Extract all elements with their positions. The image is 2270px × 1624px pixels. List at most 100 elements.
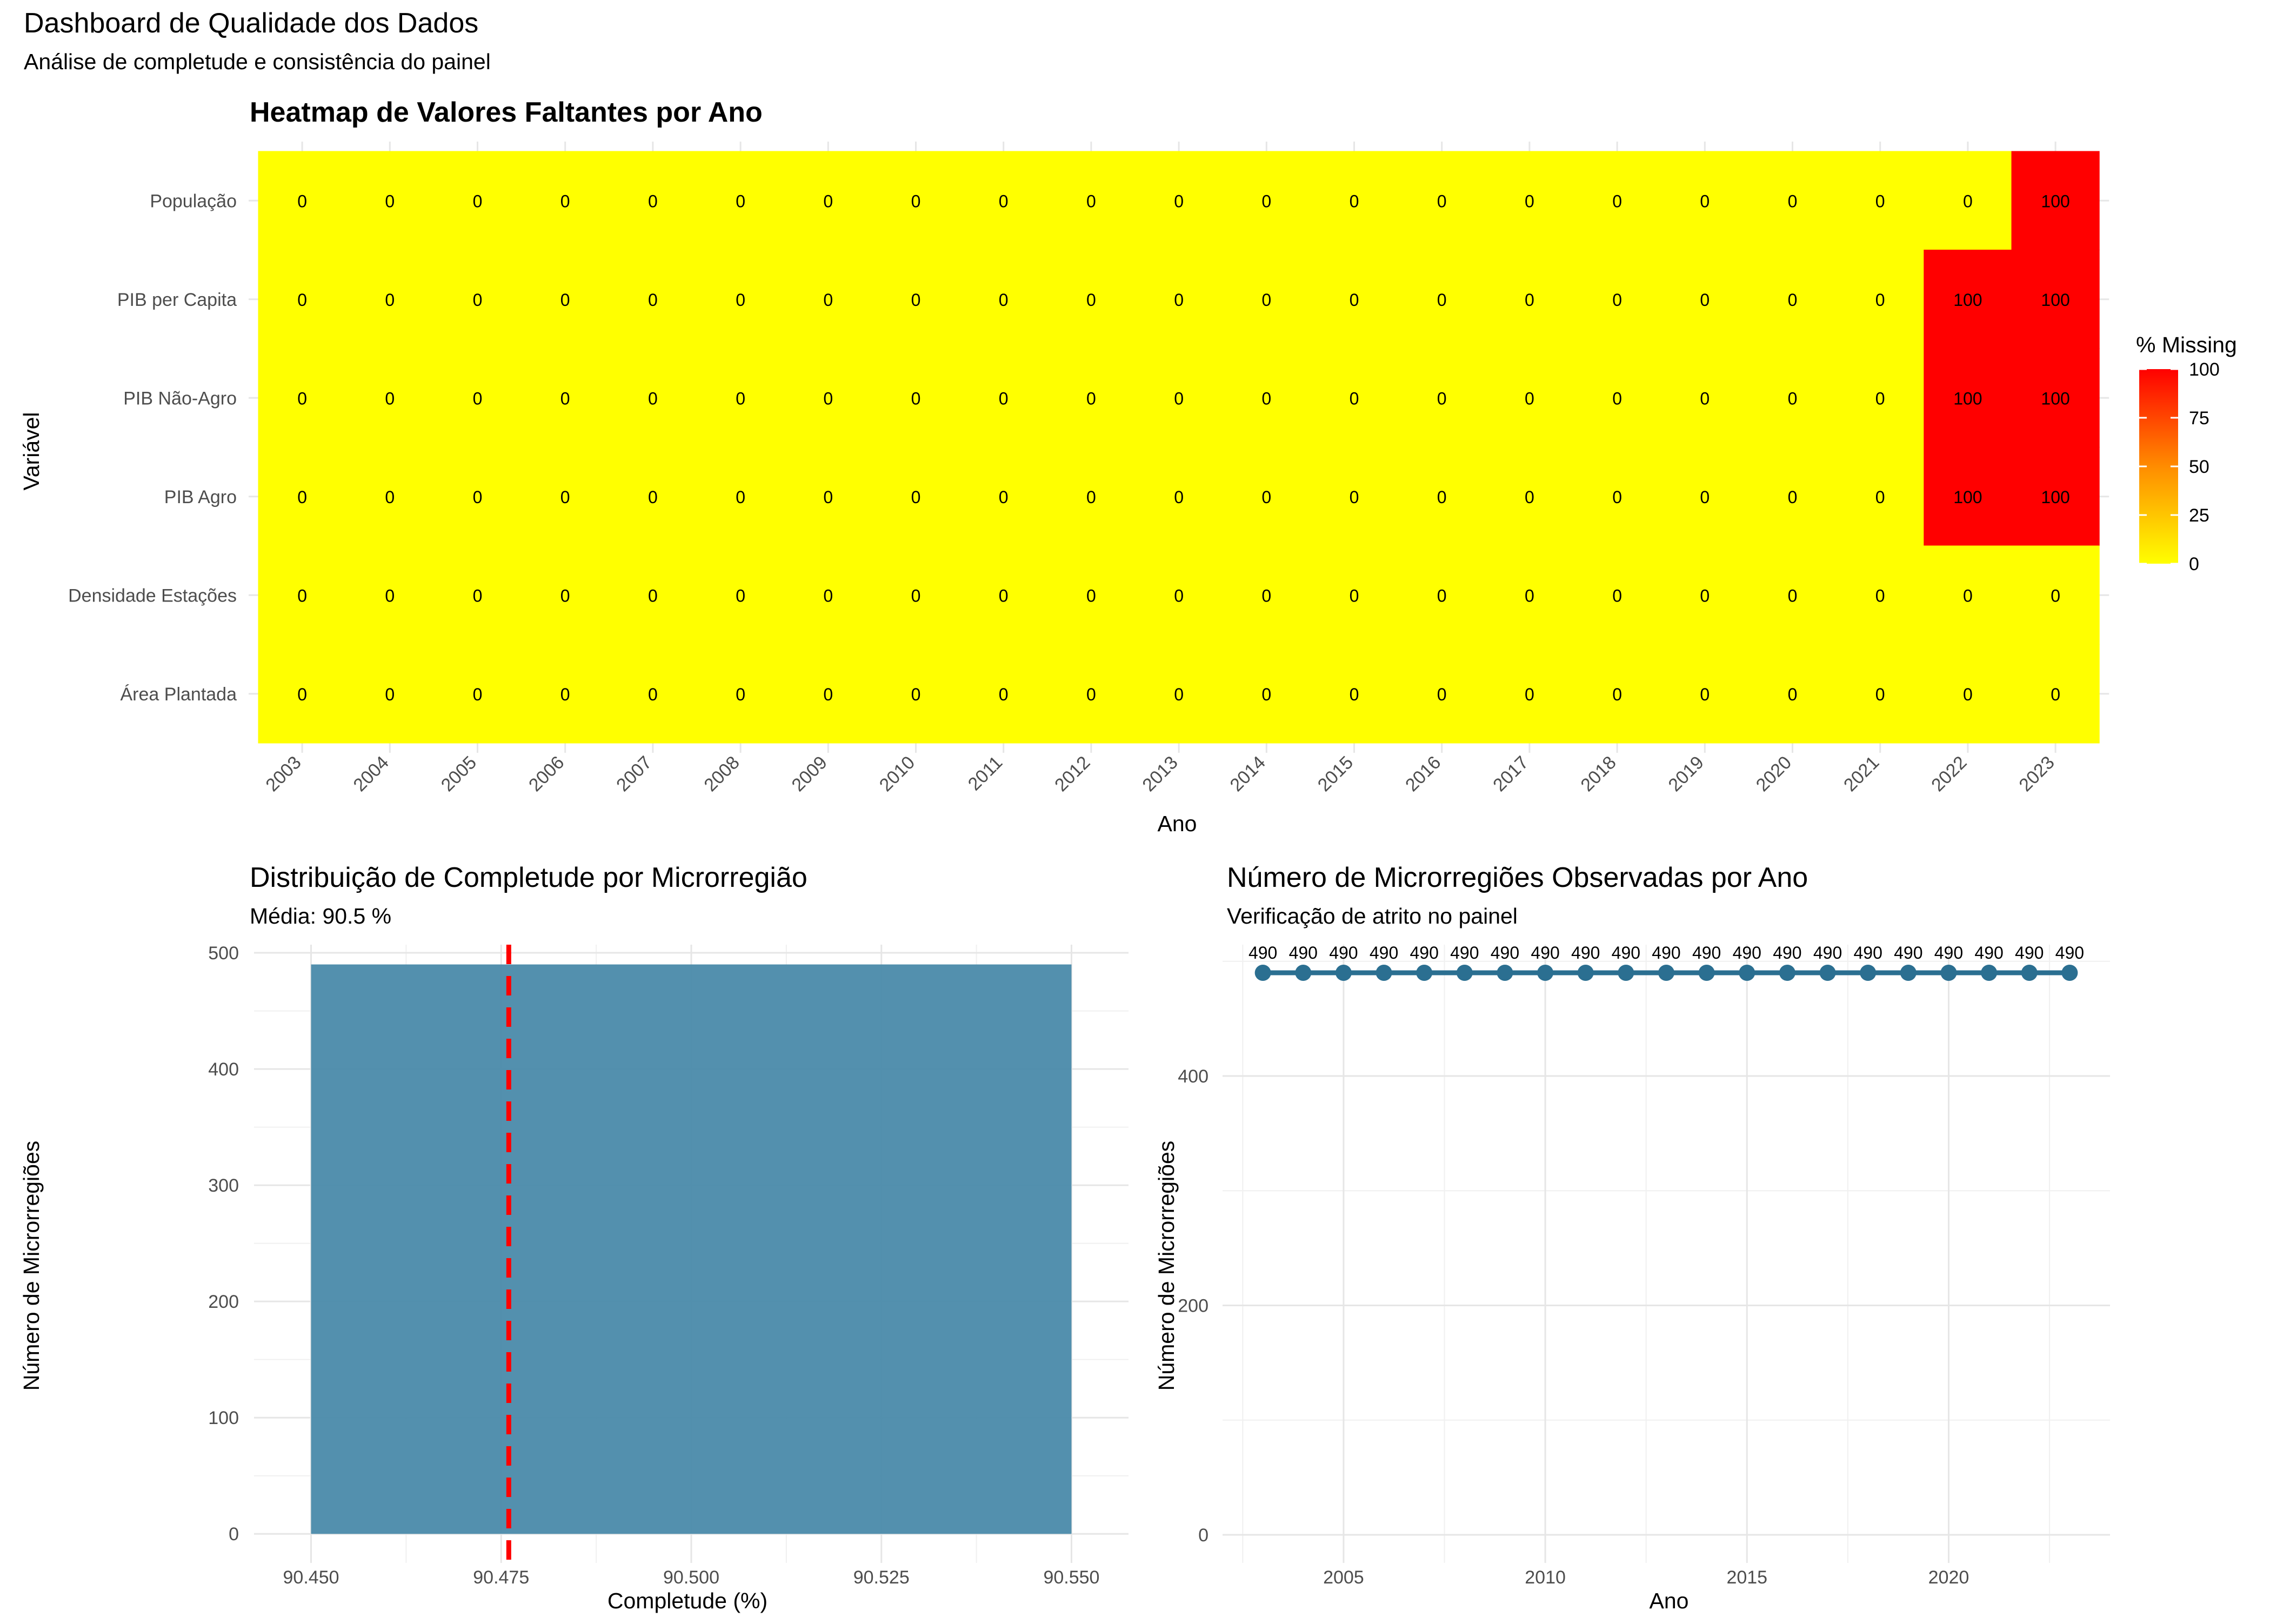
heatmap-cell [1660, 447, 1749, 546]
line-chart-points [1254, 965, 2078, 981]
heatmap-cell [2011, 348, 2100, 447]
heatmap-y-tick-label: População [150, 191, 237, 211]
heatmap-cell-label: 0 [999, 191, 1009, 211]
heatmap-y-axis-label: Variável [19, 412, 44, 490]
line-chart-point [1981, 965, 1998, 981]
heatmap-cell [696, 447, 785, 546]
heatmap-cell-label: 0 [1174, 290, 1184, 310]
line-chart-point [1698, 965, 1715, 981]
dashboard-subtitle: Análise de completude e consistência do … [24, 49, 491, 74]
heatmap-cell [1836, 348, 1925, 447]
line-chart-point [1940, 965, 1957, 981]
heatmap-cell [345, 644, 434, 744]
heatmap-cell [1134, 250, 1223, 349]
heatmap-cell-label: 0 [1174, 389, 1184, 408]
heatmap-cell [258, 545, 346, 645]
heatmap-cell [609, 545, 697, 645]
line-chart-x-tick-label: 2010 [1525, 1567, 1566, 1588]
line-chart-title: Número de Microrregiões Observadas por A… [1227, 862, 1808, 893]
heatmap-cell [1047, 644, 1136, 744]
heatmap-cell-label: 0 [1525, 586, 1534, 605]
heatmap-title: Heatmap de Valores Faltantes por Ano [250, 97, 763, 128]
line-chart-panel: Número de Microrregiões Observadas por A… [1154, 862, 2110, 1613]
line-chart-x-tick-labels: 2005 2010 2015 2020 [1323, 1567, 1969, 1588]
heatmap-cell-label: 0 [1350, 586, 1359, 605]
heatmap-cell [1748, 545, 1837, 645]
heatmap-cell [521, 250, 610, 349]
heatmap-cell-label: 0 [911, 290, 921, 310]
heatmap-cell [1134, 644, 1223, 744]
heatmap-cell-label: 0 [1788, 586, 1798, 605]
heatmap-cell [959, 250, 1048, 349]
heatmap-cell [2011, 447, 2100, 546]
heatmap-cell [959, 545, 1048, 645]
heatmap-cell [521, 447, 610, 546]
line-chart-data-label: 490 [1491, 943, 1519, 963]
heatmap-cell-label: 0 [999, 487, 1009, 507]
heatmap-cell [1924, 545, 2012, 645]
heatmap-cell-label: 0 [1261, 487, 1271, 507]
histogram-y-tick-label: 300 [208, 1175, 239, 1196]
heatmap-cell-label: 0 [1261, 290, 1271, 310]
heatmap-cell [2011, 545, 2100, 645]
heatmap-cell-label: 0 [1963, 586, 1973, 605]
histogram-x-tick-label: 90.450 [283, 1567, 339, 1588]
heatmap-cell [2011, 644, 2100, 744]
heatmap-cell [1836, 644, 1925, 744]
line-chart-point [1860, 965, 1877, 981]
heatmap-cell-label: 0 [1875, 290, 1885, 310]
heatmap-cell-label: 0 [1612, 487, 1622, 507]
heatmap-cell-label: 0 [1174, 685, 1184, 704]
heatmap-cell-label: 100 [2041, 389, 2069, 408]
heatmap-cell-label: 0 [297, 586, 307, 605]
heatmap-cell-label: 0 [1086, 389, 1096, 408]
heatmap-cell-label: 0 [560, 487, 570, 507]
heatmap-cell-label: 0 [1788, 389, 1798, 408]
heatmap-cell-label: 0 [473, 389, 483, 408]
heatmap-cell-label: 0 [560, 290, 570, 310]
line-chart-point [1254, 965, 1271, 981]
heatmap-cell-label: 0 [648, 685, 658, 704]
heatmap-cell-label: 0 [1437, 191, 1447, 211]
heatmap-cell-label: 0 [1437, 685, 1447, 704]
heatmap-cell-label: 0 [1350, 191, 1359, 211]
heatmap-cell-labels: 0 0 0 0 0 0 0 0 0 0 0 0 0 0 0 0 0 0 0 0 100 0 0 0 0 0 0 0 0 0 0 0 0 0 0 0 0 0… [297, 191, 2070, 704]
line-chart-data-label: 490 [1894, 943, 1922, 963]
line-chart-point [1295, 965, 1312, 981]
heatmap-y-tick-label: Densidade Estações [68, 585, 237, 606]
line-chart-y-axis-label: Número de Microrregiões [1154, 1141, 1179, 1391]
heatmap-cell [1748, 250, 1837, 349]
heatmap-cell-label: 0 [1525, 487, 1534, 507]
heatmap-cell-label: 0 [1612, 389, 1622, 408]
heatmap-cell [521, 348, 610, 447]
line-chart-point [1658, 965, 1674, 981]
heatmap-cell [1222, 447, 1311, 546]
line-chart-data-label: 490 [1329, 943, 1358, 963]
heatmap-cell-label: 0 [297, 389, 307, 408]
heatmap-cell-label: 0 [473, 290, 483, 310]
heatmap-cell [258, 644, 346, 744]
line-chart-data-labels: 490 490 490 490 490 490 490 490 490 490 490 490 490 4… [1248, 943, 2084, 963]
heatmap-cell-label: 100 [2041, 290, 2069, 310]
heatmap-cell [1134, 545, 1223, 645]
histogram-y-tick-label: 0 [229, 1524, 239, 1545]
line-chart-point [1819, 965, 1836, 981]
heatmap-cell-label: 0 [473, 586, 483, 605]
heatmap-cell [696, 644, 785, 744]
heatmap-cell-label: 0 [1700, 191, 1710, 211]
heatmap-cell [1222, 348, 1311, 447]
heatmap-cell [1660, 250, 1749, 349]
histogram-title: Distribuição de Completude por Microrreg… [250, 862, 807, 893]
heatmap-cell-label: 0 [648, 487, 658, 507]
heatmap-cell [433, 447, 522, 546]
heatmap-cell-label: 0 [297, 685, 307, 704]
heatmap-cell-label: 0 [736, 389, 745, 408]
heatmap-cell [433, 250, 522, 349]
heatmap-cell-label: 0 [1875, 191, 1885, 211]
line-chart-data-label: 490 [1773, 943, 1801, 963]
heatmap-cell [696, 545, 785, 645]
heatmap-cell [1485, 545, 1574, 645]
heatmap-cell-label: 0 [736, 685, 745, 704]
heatmap-cell [1398, 250, 1486, 349]
